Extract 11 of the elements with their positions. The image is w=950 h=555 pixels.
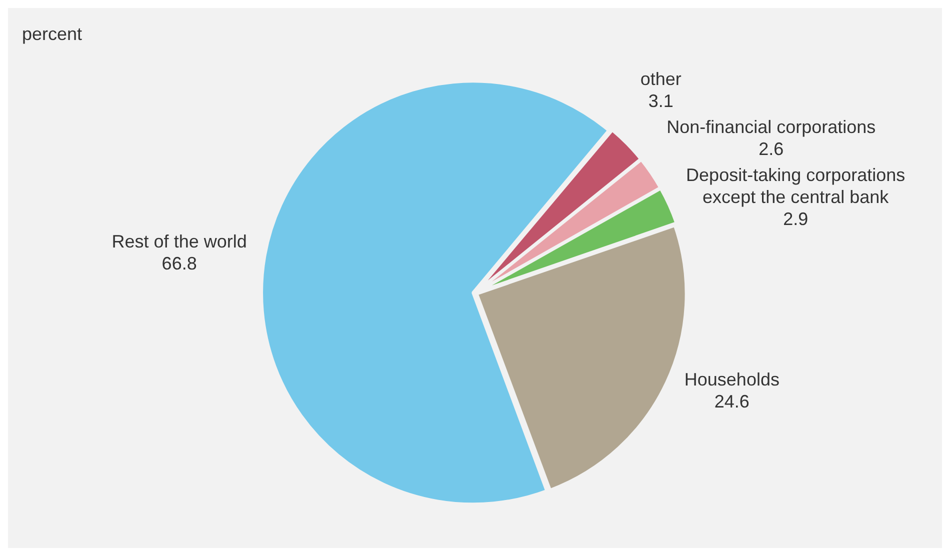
slice-label: Non-financial corporations — [666, 116, 876, 137]
slice-label: Deposit-taking corporations except the central bank — [686, 164, 906, 207]
data-label: 2.6 — [758, 138, 784, 159]
slice-label: Households — [684, 370, 780, 390]
data-label: 2.9 — [783, 208, 808, 229]
data-label: 66.8 — [162, 254, 197, 274]
slice-label: other — [640, 68, 682, 89]
data-label: 3.1 — [648, 90, 674, 111]
slice-label: Rest of the world — [112, 232, 247, 252]
chart-title: percent — [22, 24, 82, 45]
data-label: 24.6 — [714, 392, 750, 412]
